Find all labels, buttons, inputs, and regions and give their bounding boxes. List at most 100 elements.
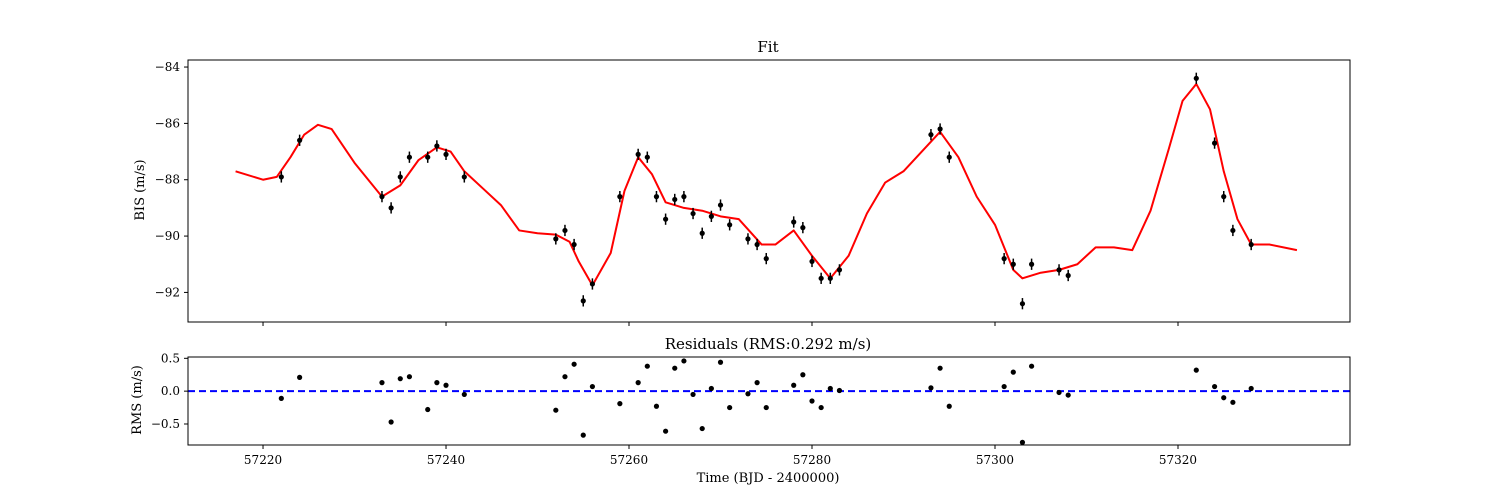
data-point bbox=[827, 275, 833, 281]
data-point bbox=[562, 227, 568, 234]
residual-point bbox=[635, 380, 641, 386]
data-point bbox=[278, 174, 284, 180]
residual-point bbox=[553, 407, 559, 413]
residual-point bbox=[727, 404, 733, 411]
residuals-plot-frame bbox=[187, 356, 1351, 446]
data-point bbox=[663, 216, 669, 222]
data-point bbox=[727, 222, 733, 228]
fit-panel: Fit BIS (m/s) −84 −86 −88 −90 −92 bbox=[133, 38, 1351, 326]
y-tick-label: −0.5 bbox=[151, 417, 180, 431]
residual-points-layer bbox=[278, 358, 1254, 445]
residual-point bbox=[699, 425, 705, 432]
data-point bbox=[946, 154, 952, 160]
data-point bbox=[1221, 194, 1227, 200]
data-point bbox=[580, 298, 586, 304]
data-point bbox=[699, 230, 705, 236]
data-point bbox=[937, 126, 943, 132]
residual-point bbox=[1001, 383, 1007, 390]
residual-point bbox=[672, 365, 678, 371]
residual-point bbox=[297, 374, 303, 380]
data-points-layer bbox=[278, 72, 1254, 310]
residual-point bbox=[818, 404, 824, 411]
data-point bbox=[791, 219, 797, 225]
x-tick-label: 57220 bbox=[244, 453, 282, 467]
residual-point bbox=[745, 391, 751, 397]
residual-point bbox=[653, 403, 660, 409]
y-tick-label: 0.0 bbox=[161, 384, 180, 398]
residual-point bbox=[663, 428, 669, 434]
data-point bbox=[672, 196, 678, 203]
model-curve-layer bbox=[235, 82, 1298, 287]
residuals-title: Residuals (RMS:0.292 m/s) bbox=[665, 335, 872, 353]
residual-point bbox=[388, 419, 394, 425]
data-point bbox=[1211, 140, 1218, 146]
residual-point bbox=[434, 380, 440, 386]
residual-point bbox=[1065, 392, 1071, 398]
residual-point bbox=[681, 358, 687, 364]
x-tick-label: 57280 bbox=[793, 453, 831, 467]
residual-point bbox=[809, 398, 815, 404]
residual-point bbox=[461, 391, 467, 398]
data-point bbox=[297, 137, 303, 143]
y-tick-label: −86 bbox=[155, 116, 180, 130]
data-point bbox=[809, 258, 815, 265]
fit-y-ticks: −84 −86 −88 −90 −92 bbox=[155, 60, 188, 299]
data-point bbox=[754, 241, 760, 248]
data-point bbox=[644, 154, 650, 160]
residual-point bbox=[589, 383, 596, 390]
data-point bbox=[1019, 301, 1026, 307]
data-point bbox=[388, 205, 394, 211]
data-point bbox=[617, 194, 623, 200]
fit-title: Fit bbox=[757, 38, 778, 56]
residual-point bbox=[1193, 367, 1199, 373]
residual-point bbox=[562, 374, 568, 380]
residuals-x-ticks: 57220 57240 57260 57280 57300 57320 bbox=[244, 445, 1197, 467]
data-point bbox=[461, 174, 467, 180]
x-tick-label: 57240 bbox=[427, 453, 465, 467]
data-point bbox=[434, 143, 440, 149]
residual-point bbox=[425, 406, 431, 413]
data-point bbox=[1001, 256, 1007, 262]
residual-point bbox=[1221, 395, 1227, 401]
residual-point bbox=[717, 359, 724, 365]
residual-point bbox=[836, 387, 843, 394]
data-point bbox=[1193, 75, 1199, 81]
residual-point bbox=[278, 395, 284, 401]
residual-point bbox=[1230, 399, 1236, 405]
fit-plot-frame bbox=[187, 59, 1351, 323]
residuals-y-ticks: 0.5 0.0 −0.5 bbox=[151, 351, 188, 431]
residual-point bbox=[397, 376, 403, 382]
data-point bbox=[571, 241, 577, 248]
residual-point bbox=[791, 382, 797, 388]
residual-point bbox=[1019, 439, 1026, 445]
residual-point bbox=[1211, 383, 1218, 390]
data-point bbox=[1010, 261, 1016, 267]
data-point bbox=[836, 267, 843, 273]
data-point bbox=[379, 194, 385, 200]
residuals-y-axis-label: RMS (m/s) bbox=[130, 365, 145, 435]
data-point bbox=[1248, 241, 1254, 248]
data-point bbox=[708, 213, 714, 219]
residual-point bbox=[763, 404, 769, 411]
data-point bbox=[653, 194, 660, 200]
data-point bbox=[745, 236, 751, 242]
data-point bbox=[763, 256, 769, 262]
data-point bbox=[589, 281, 596, 287]
residual-point bbox=[406, 374, 413, 380]
data-point bbox=[928, 132, 934, 138]
residual-point bbox=[946, 403, 952, 409]
data-point bbox=[443, 151, 449, 157]
x-tick-label: 57320 bbox=[1159, 453, 1197, 467]
data-point bbox=[397, 174, 403, 180]
data-point bbox=[1065, 272, 1071, 279]
y-tick-label: −88 bbox=[155, 173, 180, 187]
y-tick-label: −90 bbox=[155, 229, 180, 243]
residual-point bbox=[937, 365, 943, 371]
residual-point bbox=[580, 432, 586, 438]
residual-point bbox=[827, 385, 833, 392]
x-tick-label: 57260 bbox=[610, 453, 648, 467]
data-point bbox=[690, 210, 696, 217]
data-point bbox=[635, 151, 641, 157]
y-tick-label: −84 bbox=[155, 60, 181, 74]
